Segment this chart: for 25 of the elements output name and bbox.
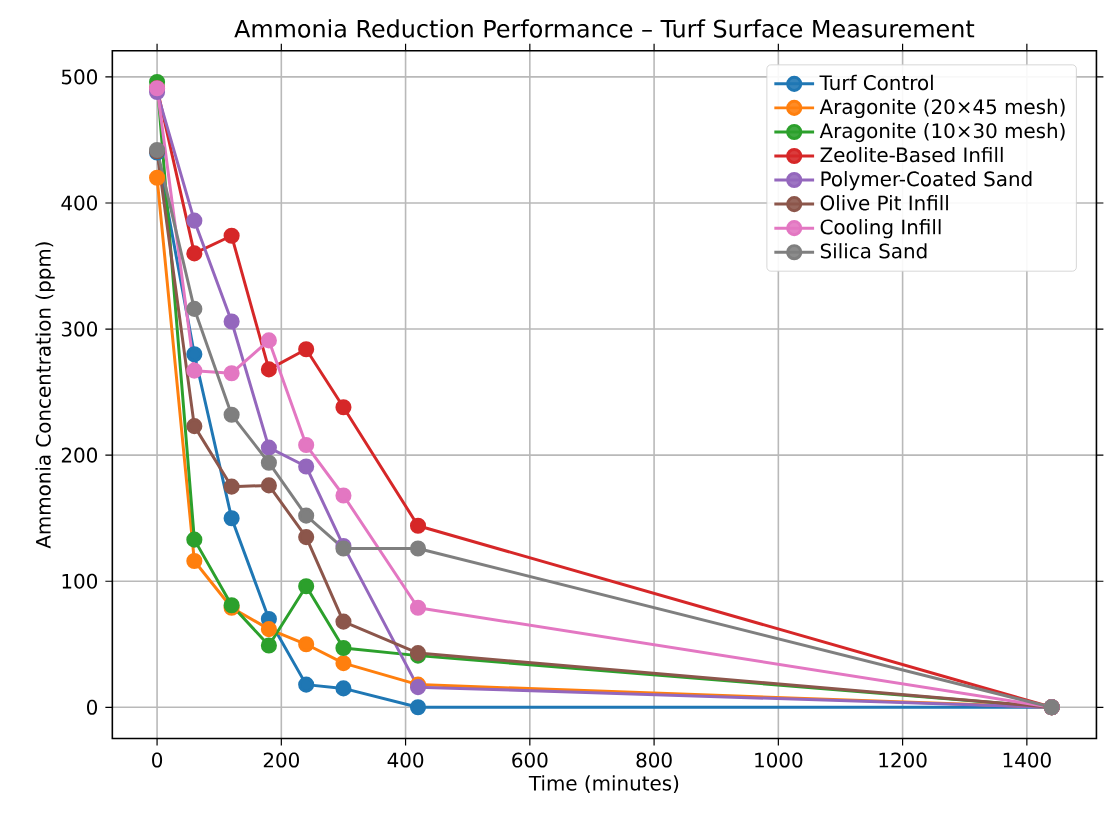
x-tick-label: 0 <box>152 752 163 768</box>
y-tick-label: 300 <box>61 321 98 337</box>
chart-title: Ammonia Reduction Performance – Turf Surface Measurement <box>234 19 975 38</box>
x-tick-label: 200 <box>263 752 299 768</box>
legend-label: Silica Sand <box>820 243 927 259</box>
y-tick-label: 200 <box>61 447 98 463</box>
x-tick-label: 1200 <box>879 752 927 768</box>
x-tick-label: 1400 <box>1003 752 1051 768</box>
y-tick-label: 0 <box>87 699 98 715</box>
y-tick-label: 400 <box>61 195 98 211</box>
x-axis-title: Time (minutes) <box>528 775 679 793</box>
legend-label: Aragonite (20×45 mesh) <box>819 98 1065 119</box>
x-tick-label: 800 <box>636 752 672 768</box>
legend-label: Olive Pit Infill <box>820 194 948 211</box>
legend-label: Zeolite-Based Infill <box>820 146 1003 163</box>
legend-label: Polymer-Coated Sand <box>821 170 1032 191</box>
legend-label: Turf Control <box>819 74 933 91</box>
legend-label: Aragonite (10×30 mesh) <box>819 122 1065 143</box>
y-tick-label: 100 <box>62 573 98 589</box>
x-tick-label: 600 <box>512 752 548 768</box>
x-tick-label: 400 <box>387 752 424 768</box>
y-axis-title: Ammonia Concentration (ppm) <box>35 242 55 549</box>
legend-label: Cooling Infill <box>820 219 941 239</box>
y-tick-label: 500 <box>61 69 98 85</box>
x-tick-label: 1000 <box>755 752 803 768</box>
